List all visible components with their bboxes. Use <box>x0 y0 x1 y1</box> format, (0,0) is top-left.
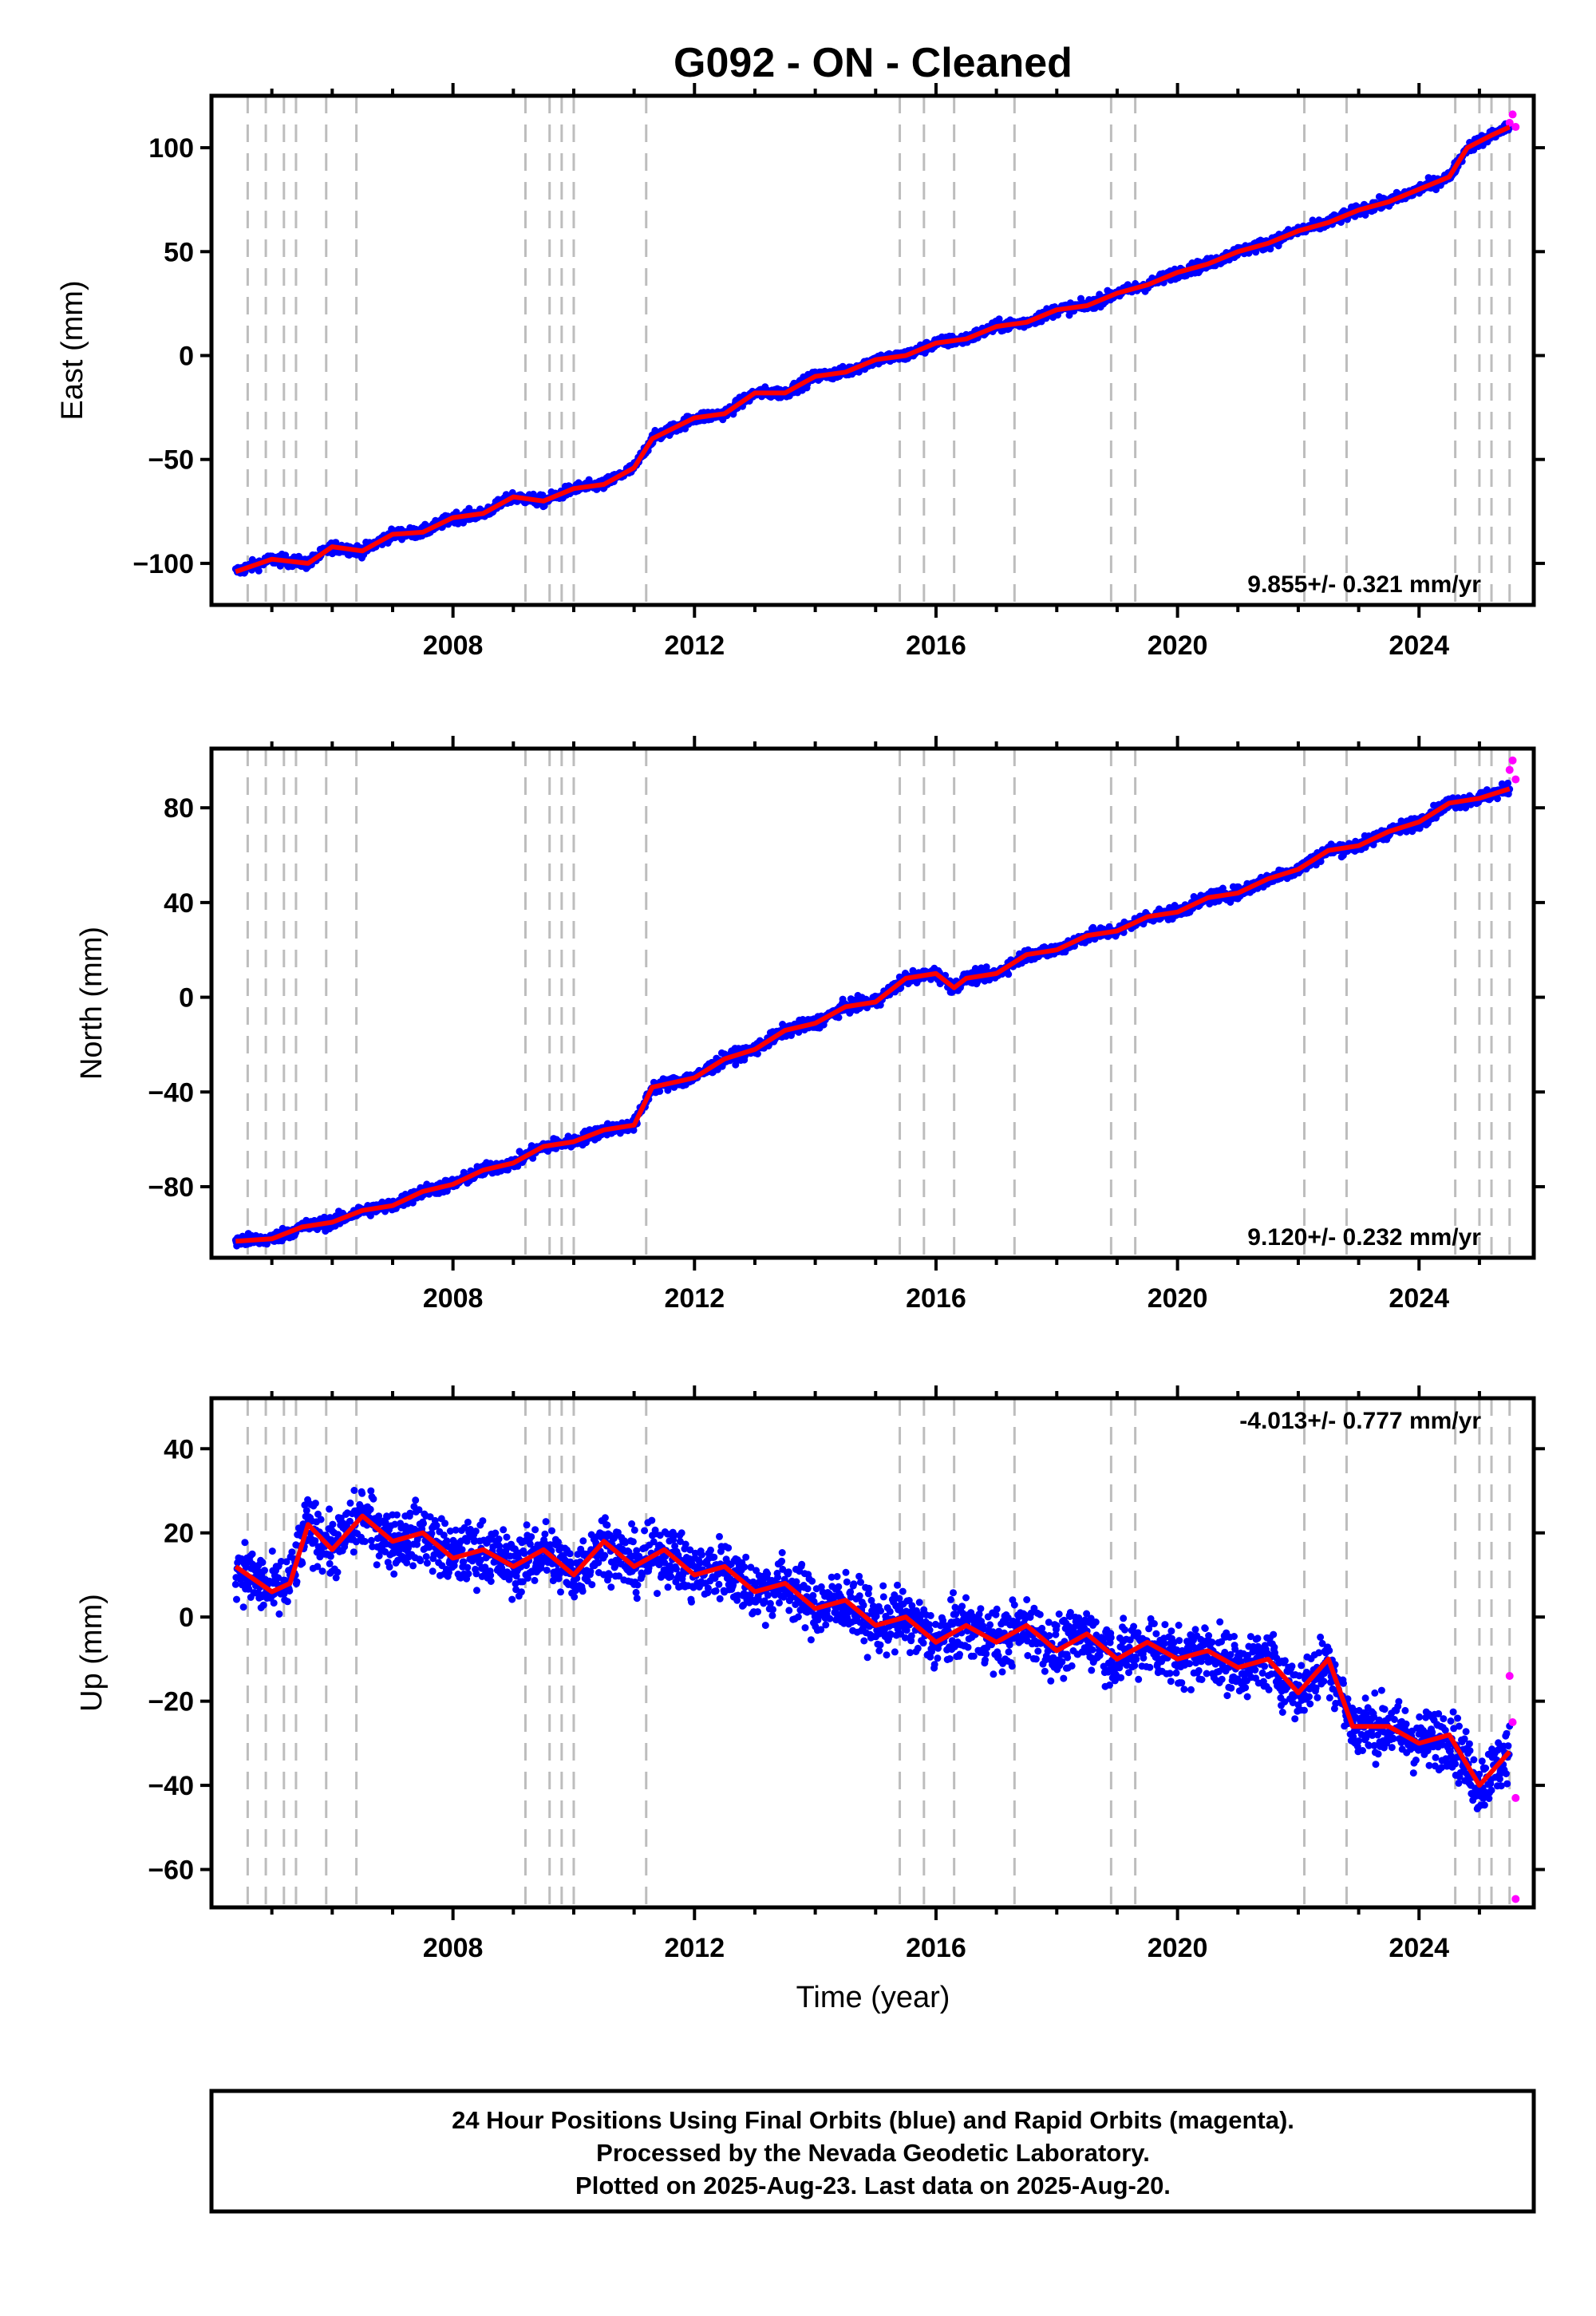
x-tick-label-north: 2012 <box>664 1283 725 1314</box>
plot-frame-east <box>209 93 1536 607</box>
footer-line-1: 24 Hour Positions Using Final Orbits (bl… <box>452 2106 1294 2134</box>
y-tick-label-east: 100 <box>148 133 194 164</box>
x-tick-label-north: 2020 <box>1148 1283 1208 1314</box>
y-axis-label-north: North (mm) <box>75 927 109 1080</box>
rapid-orbit-point-north-0 <box>1505 765 1514 774</box>
x-tick-label-east: 2008 <box>423 630 484 661</box>
final-orbit-points-east <box>231 120 1514 577</box>
y-tick-label-east: −100 <box>132 549 194 579</box>
plot-frame-north <box>209 746 1536 1260</box>
rapid-orbit-point-north-2 <box>1511 775 1520 784</box>
rapid-orbit-point-east-1 <box>1508 110 1517 119</box>
x-tick-label-north: 2016 <box>906 1283 966 1314</box>
panel-north: −80 −40 0 40 80 2008 2012 2016 2020 2024 North (… <box>75 736 1545 1314</box>
y-ticks-north: −80 −40 0 40 80 <box>148 793 1545 1203</box>
x-ticks-north: 2008 2012 2016 2020 2024 <box>270 736 1481 1314</box>
model-curve-east <box>235 124 1511 575</box>
y-ticks-up: −60 −40 −20 0 20 40 <box>148 1434 1545 1886</box>
rapid-orbit-point-north-1 <box>1508 756 1517 765</box>
y-tick-label-north: 80 <box>164 793 194 824</box>
x-tick-label-up: 2012 <box>664 1933 725 1963</box>
rate-label-east: 9.855+/- 0.321 mm/yr <box>1247 571 1481 598</box>
y-tick-label-up: 20 <box>164 1519 194 1549</box>
y-tick-label-east: 50 <box>164 237 194 267</box>
rapid-orbit-point-east-2 <box>1511 123 1520 132</box>
y-ticks-east: −100 −50 0 50 100 <box>132 133 1545 579</box>
rapid-orbit-point-up-0 <box>1505 1672 1514 1680</box>
y-axis-label-east: East (mm) <box>56 280 89 420</box>
rapid-orbit-point-east-0 <box>1505 118 1514 127</box>
x-axis-label: Time (year) <box>796 1981 950 2014</box>
final-orbit-points-north <box>231 779 1514 1250</box>
panel-up: −60 −40 −20 0 20 40 2008 2012 2016 2020 2024 Up (… <box>75 1385 1545 1963</box>
x-tick-label-north: 2024 <box>1389 1283 1449 1314</box>
y-tick-label-east: 0 <box>179 342 194 372</box>
x-tick-label-east: 2020 <box>1148 630 1208 661</box>
scatter-up <box>231 1487 1520 1903</box>
y-tick-label-north: −80 <box>148 1172 194 1203</box>
rate-label-up: -4.013+/- 0.777 mm/yr <box>1239 1408 1481 1434</box>
x-tick-label-east: 2016 <box>906 630 966 661</box>
y-tick-label-up: 0 <box>179 1603 194 1633</box>
x-tick-label-north: 2008 <box>423 1283 484 1314</box>
y-tick-label-up: −20 <box>148 1687 194 1717</box>
y-tick-label-north: 40 <box>164 888 194 919</box>
x-ticks-east: 2008 2012 2016 2020 2024 <box>270 83 1481 661</box>
y-tick-label-up: 40 <box>164 1434 194 1464</box>
y-tick-label-north: −40 <box>148 1077 194 1108</box>
y-axis-label-up: Up (mm) <box>75 1594 109 1712</box>
x-tick-label-up: 2020 <box>1148 1933 1208 1963</box>
y-tick-label-up: −40 <box>148 1771 194 1801</box>
rapid-orbit-point-up-2 <box>1511 1793 1520 1802</box>
model-curve-up <box>234 1513 1511 1788</box>
x-tick-label-east: 2024 <box>1389 630 1449 661</box>
footer-line-2: Processed by the Nevada Geodetic Laborat… <box>596 2139 1150 2167</box>
x-tick-label-east: 2012 <box>664 630 725 661</box>
plot-frame-up <box>209 1396 1536 1910</box>
figure-title: G092 - ON - Cleaned <box>674 40 1073 86</box>
x-tick-label-up: 2008 <box>423 1933 484 1963</box>
panel-east: −100 −50 0 50 100 2008 2012 2016 2020 2024 East … <box>56 83 1545 661</box>
footer-frame <box>209 2089 1536 2214</box>
rapid-orbit-point-up-1 <box>1508 1718 1517 1726</box>
x-tick-label-up: 2016 <box>906 1933 966 1963</box>
rapid-orbit-point-up-3 <box>1511 1895 1520 1903</box>
scatter-east <box>231 110 1520 577</box>
y-tick-label-east: −50 <box>148 445 194 476</box>
footer-box: 24 Hour Positions Using Final Orbits (bl… <box>209 2089 1536 2214</box>
scatter-north <box>231 756 1520 1250</box>
y-tick-label-north: 0 <box>179 983 194 1014</box>
footer-line-3: Plotted on 2025-Aug-23. Last data on 202… <box>575 2172 1171 2199</box>
x-ticks-up: 2008 2012 2016 2020 2024 <box>270 1385 1481 1963</box>
rate-label-north: 9.120+/- 0.232 mm/yr <box>1247 1224 1481 1251</box>
x-tick-label-up: 2024 <box>1389 1933 1449 1963</box>
final-orbit-points-up <box>231 1487 1514 1812</box>
y-tick-label-up: −60 <box>148 1856 194 1886</box>
model-curve-north <box>235 786 1511 1244</box>
